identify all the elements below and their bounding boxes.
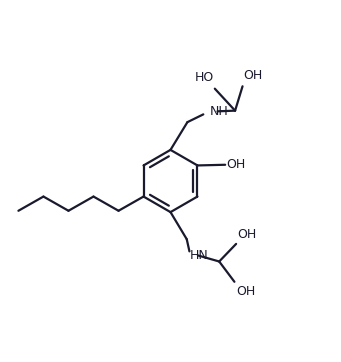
Text: OH: OH bbox=[237, 228, 257, 240]
Text: OH: OH bbox=[243, 69, 263, 82]
Text: NH: NH bbox=[209, 105, 228, 118]
Text: HO: HO bbox=[195, 71, 214, 84]
Text: HN: HN bbox=[190, 249, 209, 262]
Text: OH: OH bbox=[236, 285, 255, 298]
Text: OH: OH bbox=[226, 158, 246, 171]
